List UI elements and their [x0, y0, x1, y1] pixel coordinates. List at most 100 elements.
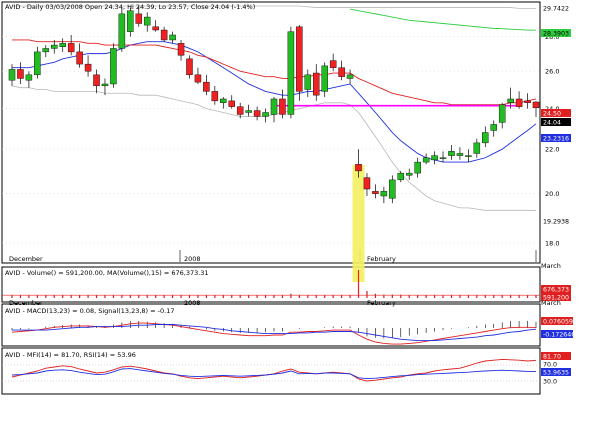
volume-bar: [180, 295, 182, 298]
candle: [76, 43, 83, 68]
candle-up: [439, 157, 447, 159]
candle: [101, 78, 109, 96]
candle: [405, 168, 413, 180]
candle-up: [42, 48, 50, 53]
price-tags: 29.7422 28.3903 24.50 24.04 23.2316 19.2938: [541, 4, 571, 225]
macd-signal-line: [12, 324, 537, 342]
candle: [515, 91, 523, 109]
candle-down: [296, 26, 303, 92]
volume-bar: [155, 295, 157, 298]
volume-bar: [493, 295, 495, 298]
volume-bar: [341, 295, 343, 298]
price-tag-label: 28.3903: [543, 30, 569, 37]
candle-up: [220, 98, 227, 103]
candle-down: [236, 106, 244, 115]
candle-up: [507, 98, 514, 103]
price-tag-label: 19.2938: [543, 218, 569, 225]
volume-bar: [264, 295, 267, 298]
candle: [372, 184, 379, 199]
volume-bar: [129, 295, 131, 298]
volume-bar: [324, 295, 326, 298]
mfi-tag-bg: [541, 377, 571, 385]
volume-bar: [332, 295, 334, 298]
volume-bar: [417, 295, 419, 298]
candle-down: [67, 43, 75, 53]
volume-bar: [45, 295, 47, 298]
candle-down: [313, 72, 320, 96]
macd-title: AVID - MACD(13,23) = 0.08, Signal(13,23,…: [5, 307, 174, 315]
candle-down: [17, 69, 24, 79]
candle-down: [211, 91, 219, 102]
candle-down: [152, 26, 159, 31]
candle-up: [498, 104, 506, 123]
volume-bar: [467, 295, 469, 298]
volume-bar: [19, 295, 22, 298]
mfi-tag-bg: [541, 360, 571, 368]
volume-panel-frame: [1, 266, 541, 303]
candle-down: [253, 110, 261, 117]
candle-up: [118, 13, 126, 49]
mfi-tag-bg: [541, 368, 571, 376]
candle: [8, 64, 16, 86]
candle-up: [414, 161, 421, 174]
candle-up: [482, 132, 489, 144]
volume-bar: [87, 295, 89, 298]
candle-up: [456, 153, 464, 156]
volume-bar: [197, 295, 199, 298]
candle-up: [270, 98, 278, 115]
candle-up: [143, 16, 151, 26]
candle: [42, 45, 50, 58]
volume-bar: [104, 295, 106, 298]
mfi-plot: [2, 358, 540, 382]
y-tick-label: 26.0: [545, 68, 559, 76]
candle: [169, 31, 176, 44]
highlight-bar: [352, 165, 365, 282]
volume-x-label-february: February: [367, 299, 396, 307]
volume-bar: [535, 295, 537, 298]
volume-bar: [510, 295, 512, 298]
candle-up: [262, 112, 269, 117]
price-tag-label: 23.2316: [543, 135, 569, 142]
moving-average-2: [349, 8, 537, 31]
macd-tag-label: 0.0760599: [543, 318, 577, 325]
volume-title: AVID - Volume() = 591,200.00, MA(Volume(…: [5, 269, 209, 277]
mfi-tag-bg: [541, 352, 571, 360]
candle-up: [422, 157, 430, 163]
candle-up: [169, 34, 176, 41]
volume-x-label-year: 2008: [184, 299, 201, 307]
band-upper: [12, 5, 537, 9]
volume-bar: [121, 295, 123, 298]
volume-bar: [28, 295, 30, 298]
candle: [34, 46, 41, 79]
x-label-february: February: [367, 255, 396, 263]
volume-bar: [163, 295, 165, 298]
price-tag-bg: [541, 134, 571, 142]
moving-average-0: [12, 41, 537, 163]
volume-bar: [239, 295, 241, 298]
candle-down: [203, 81, 210, 92]
volume-bar: [408, 295, 410, 298]
x-label-december: December: [9, 255, 43, 263]
volume-bar: [273, 295, 275, 298]
volume-bar: [256, 295, 258, 298]
macd-plot: [11, 321, 537, 345]
highlight-rect: [352, 165, 365, 282]
candle: [186, 55, 193, 79]
candle-up: [405, 172, 413, 176]
candle: [236, 102, 244, 119]
candle: [304, 69, 312, 98]
candle: [321, 62, 328, 98]
price-tag-bg: [541, 109, 571, 117]
candle-up: [448, 151, 455, 156]
candle: [220, 97, 227, 109]
candle: [59, 38, 66, 52]
volume-bar: [374, 293, 377, 298]
volume-bars: [2, 270, 540, 298]
candle-down: [363, 177, 371, 190]
candle: [262, 108, 269, 123]
candle-up: [346, 74, 354, 79]
candle-down: [93, 74, 100, 87]
candle: [414, 157, 421, 178]
candle-down: [177, 43, 185, 56]
